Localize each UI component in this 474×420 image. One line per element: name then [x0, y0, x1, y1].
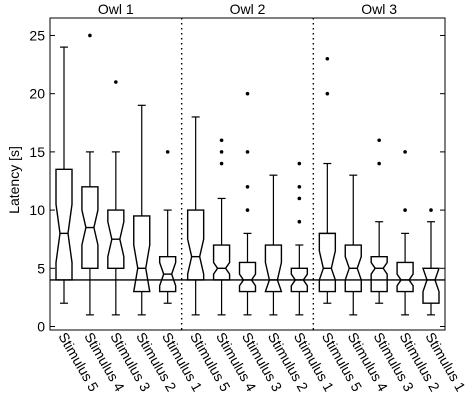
y-tick-label: 0 [37, 319, 45, 335]
y-tick-label: 25 [29, 27, 45, 43]
group-title: Owl 2 [230, 1, 266, 17]
notched-box [186, 209, 205, 281]
outlier-point [245, 185, 250, 189]
outlier-point [377, 161, 381, 166]
outlier-point [325, 91, 330, 96]
outlier-point [114, 80, 118, 84]
notched-box [422, 267, 440, 304]
notched-box [396, 261, 414, 293]
outlier-point [377, 138, 381, 143]
group-title: Owl 1 [98, 1, 134, 17]
notched-box [212, 244, 231, 281]
notched-box [132, 215, 151, 293]
y-tick-label: 20 [29, 86, 45, 102]
group-title: Owl 3 [361, 1, 397, 17]
notched-box [238, 261, 257, 293]
y-tick-label: 10 [29, 202, 45, 218]
outlier-point [403, 150, 407, 154]
outlier-point [297, 219, 302, 224]
outlier-point [88, 33, 92, 38]
outlier-point [297, 196, 302, 201]
notched-box [55, 168, 73, 281]
outlier-point [325, 56, 330, 61]
plot-frame [49, 17, 446, 331]
y-tick-label: 15 [29, 144, 45, 160]
notched-box [318, 232, 337, 293]
outlier-point [297, 185, 302, 189]
y-axis-label: Latency [s] [6, 146, 22, 214]
outlier-point [403, 208, 407, 212]
notched-box [370, 255, 388, 293]
y-tick-label: 5 [37, 260, 45, 276]
outlier-point [219, 150, 224, 154]
outlier-point [165, 150, 170, 154]
outlier-point [219, 138, 224, 143]
outlier-point [429, 208, 433, 212]
outlier-point [245, 208, 250, 212]
notched-box [264, 244, 283, 293]
outlier-point [219, 161, 224, 166]
outlier-point [245, 150, 250, 154]
outlier-point [245, 91, 250, 96]
outlier-point [297, 161, 302, 166]
